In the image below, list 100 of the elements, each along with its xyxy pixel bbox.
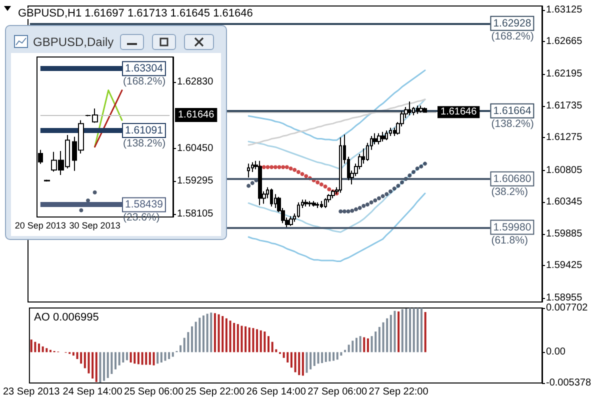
ref-line-label: 1.61664 (138.2%) <box>491 104 534 130</box>
bar <box>236 324 239 352</box>
line-series <box>248 162 426 233</box>
bar <box>130 352 132 362</box>
bar <box>206 314 208 352</box>
bar <box>382 322 384 352</box>
bar <box>210 312 212 352</box>
bar <box>72 352 74 356</box>
bar <box>416 308 419 352</box>
x-tick-label: 25 Sep 06:00 <box>124 386 184 398</box>
bar <box>46 348 48 352</box>
bar <box>310 352 312 370</box>
y-tick-label: 1.62195 <box>546 68 583 80</box>
point <box>384 192 389 196</box>
point <box>354 207 358 212</box>
point <box>246 184 251 188</box>
candlestick <box>304 199 308 208</box>
bar <box>95 352 98 382</box>
candlestick <box>320 200 323 208</box>
point <box>338 209 343 214</box>
bar <box>152 352 155 366</box>
y-tick-label: 0.00 <box>546 346 566 358</box>
bar <box>352 340 354 352</box>
bar <box>240 326 243 352</box>
x-tick-label: 24 Sep 14:00 <box>62 386 123 398</box>
point <box>86 198 90 202</box>
point <box>273 165 278 170</box>
x-tick-label: 27 Sep 22:00 <box>368 386 429 398</box>
candlestick <box>419 105 423 114</box>
bar <box>244 326 247 352</box>
point <box>346 209 350 214</box>
bar <box>168 352 170 360</box>
bar <box>260 330 262 352</box>
y-tick-label: 1.58105 <box>177 208 214 220</box>
bar <box>268 336 270 352</box>
bar <box>324 352 327 362</box>
line-series <box>94 90 123 148</box>
y-tick-label: 0.007702 <box>546 302 588 314</box>
point <box>266 165 270 170</box>
x-tick-label: 30 Sep 2013 <box>69 220 120 230</box>
bar <box>233 322 236 352</box>
bar <box>317 352 320 364</box>
bar <box>194 322 197 352</box>
ref-line-label: 1.60680 (38.2%) <box>491 172 532 198</box>
y-tick-label: 1.59295 <box>177 175 214 186</box>
ref-line-label: 1.59980 (61.8%) <box>491 221 532 246</box>
candlestick <box>270 188 273 208</box>
bar <box>306 352 308 373</box>
bar <box>137 352 140 364</box>
bar <box>313 352 316 366</box>
bar <box>294 352 296 372</box>
bar <box>99 352 102 383</box>
bar <box>229 320 232 352</box>
bar <box>328 352 331 362</box>
bar <box>374 332 377 352</box>
point <box>316 180 320 184</box>
point <box>270 165 274 170</box>
point <box>362 204 366 208</box>
bar <box>126 352 128 360</box>
ref-line-label: 1.61646 <box>178 110 215 121</box>
point <box>250 181 254 186</box>
candlestick <box>339 136 342 194</box>
bar <box>180 345 182 352</box>
point <box>281 165 286 170</box>
point <box>292 168 297 172</box>
bar <box>252 328 254 352</box>
bar <box>134 352 136 364</box>
bar <box>390 314 392 352</box>
point <box>319 182 324 186</box>
bar <box>298 352 300 376</box>
bar <box>80 352 82 364</box>
point <box>419 164 424 168</box>
point <box>412 170 416 174</box>
bar <box>271 342 274 352</box>
bar <box>248 328 250 352</box>
point <box>262 165 266 170</box>
candlestick <box>312 200 316 208</box>
y-tick-label: 1.60345 <box>546 196 583 208</box>
point <box>277 165 282 170</box>
bar <box>187 332 190 352</box>
y-tick-label: 1.62665 <box>546 36 583 48</box>
bar <box>164 352 166 361</box>
point <box>408 173 412 178</box>
ref-line-label: 1.63304 (168.2%) <box>123 62 166 88</box>
bar <box>88 352 90 374</box>
point <box>369 200 374 204</box>
candlestick <box>385 130 388 141</box>
line-series <box>248 192 426 262</box>
candlestick <box>377 132 381 145</box>
point <box>400 180 404 184</box>
ref-line-label: 1.61646 <box>440 106 478 118</box>
y-tick-label: 1.62830 <box>177 76 214 88</box>
x-tick-label: 25 Sep 22:00 <box>185 386 246 398</box>
candlestick <box>381 131 385 142</box>
candlestick <box>408 100 411 116</box>
x-tick-label: 20 Sep 2013 <box>14 220 66 230</box>
point <box>365 202 370 206</box>
bar <box>198 318 201 352</box>
point <box>92 190 97 194</box>
bar <box>191 326 194 352</box>
